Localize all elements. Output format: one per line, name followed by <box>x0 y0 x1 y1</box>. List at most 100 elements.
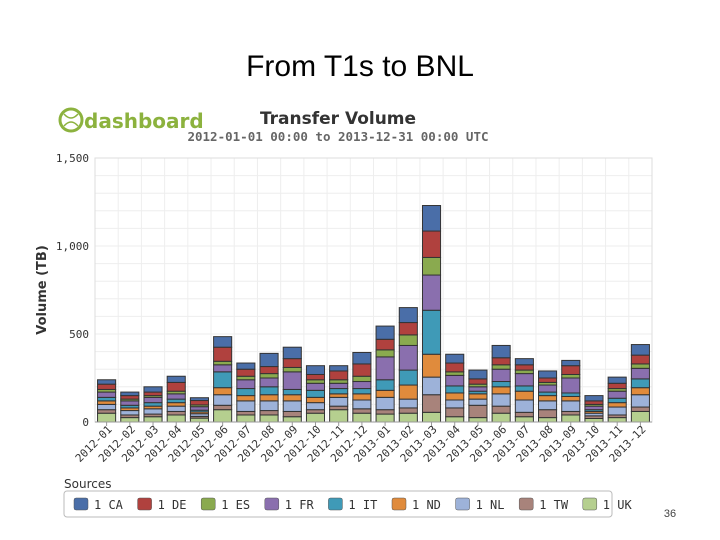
bar-segment[interactable] <box>282 371 302 390</box>
bar-segment[interactable] <box>329 393 349 398</box>
bar-segment[interactable] <box>120 395 140 400</box>
bar-segment[interactable] <box>514 399 534 413</box>
bar-segment[interactable] <box>213 394 233 406</box>
bar-segment[interactable] <box>398 398 418 409</box>
bar-segment[interactable] <box>514 369 534 375</box>
bar-segment[interactable] <box>538 400 558 411</box>
bar-segment[interactable] <box>491 386 511 395</box>
bar-segment[interactable] <box>514 364 534 371</box>
bar-segment[interactable] <box>538 370 558 379</box>
bar-segment[interactable] <box>421 230 442 258</box>
bar-segment[interactable] <box>329 409 349 423</box>
bar-segment[interactable] <box>97 391 117 398</box>
bar-segment[interactable] <box>421 205 442 232</box>
legend-item[interactable]: 1 DE <box>137 497 187 512</box>
bar-segment[interactable] <box>468 398 488 406</box>
bar-segment[interactable] <box>607 402 627 408</box>
bar-segment[interactable] <box>561 392 581 397</box>
bar-segment[interactable] <box>236 395 256 402</box>
legend-item[interactable]: 1 UK <box>582 497 633 512</box>
bar-segment[interactable] <box>189 417 209 423</box>
bar-segment[interactable] <box>468 393 488 400</box>
bar-segment[interactable] <box>143 416 163 423</box>
bar-segment[interactable] <box>491 393 511 407</box>
bar-segment[interactable] <box>375 389 395 398</box>
bar-segment[interactable] <box>491 412 511 423</box>
bar-segment[interactable] <box>398 344 418 371</box>
bar-segment[interactable] <box>97 409 117 414</box>
bar-segment[interactable] <box>375 396 395 411</box>
bar-segment[interactable] <box>514 390 534 401</box>
bar-segment[interactable] <box>538 377 558 383</box>
bar-segment[interactable] <box>166 381 186 392</box>
bar-segment[interactable] <box>259 400 279 412</box>
bar-segment[interactable] <box>189 400 209 406</box>
bar-segment[interactable] <box>421 376 442 396</box>
bar-segment[interactable] <box>607 406 627 416</box>
bar-segment[interactable] <box>514 416 534 423</box>
bar-segment[interactable] <box>259 373 279 379</box>
bar-segment[interactable] <box>630 378 650 389</box>
bar-segment[interactable] <box>305 389 326 398</box>
bar-segment[interactable] <box>398 334 418 346</box>
bar-segment[interactable] <box>375 379 395 391</box>
bar-segment[interactable] <box>421 353 442 378</box>
bar-segment[interactable] <box>607 397 627 404</box>
bar-segment[interactable] <box>491 357 511 366</box>
bar-segment[interactable] <box>561 410 581 416</box>
bar-segment[interactable] <box>97 396 117 402</box>
bar-segment[interactable] <box>468 404 488 419</box>
bar-segment[interactable] <box>166 375 186 383</box>
bar-segment[interactable] <box>166 405 186 412</box>
bar-segment[interactable] <box>282 366 302 373</box>
bar-segment[interactable] <box>329 370 349 381</box>
bar-segment[interactable] <box>445 371 465 376</box>
bar-segment[interactable] <box>445 392 465 401</box>
bar-segment[interactable] <box>213 387 233 396</box>
bar-segment[interactable] <box>259 352 279 368</box>
bar-segment[interactable] <box>143 386 163 393</box>
bar-segment[interactable] <box>259 394 279 402</box>
bar-segment[interactable] <box>468 378 488 385</box>
bar-segment[interactable] <box>120 410 140 416</box>
bar-segment[interactable] <box>421 309 442 355</box>
bar-segment[interactable] <box>282 400 302 412</box>
bar-segment[interactable] <box>352 381 372 390</box>
bar-segment[interactable] <box>213 404 233 411</box>
bar-segment[interactable] <box>213 409 233 423</box>
bar-segment[interactable] <box>282 358 302 368</box>
bar-segment[interactable] <box>491 364 511 370</box>
bar-segment[interactable] <box>166 393 186 400</box>
bar-segment[interactable] <box>398 384 418 400</box>
bar-segment[interactable] <box>398 322 418 336</box>
bar-segment[interactable] <box>375 349 395 358</box>
bar-segment[interactable] <box>445 362 465 373</box>
bar-segment[interactable] <box>445 407 465 418</box>
bar-segment[interactable] <box>213 360 233 366</box>
bar-segment[interactable] <box>329 379 349 384</box>
bar-segment[interactable] <box>189 397 209 402</box>
bar-segment[interactable] <box>398 407 418 414</box>
bar-segment[interactable] <box>630 410 650 423</box>
bar-segment[interactable] <box>468 369 488 380</box>
bar-segment[interactable] <box>97 412 117 423</box>
bar-segment[interactable] <box>213 336 233 348</box>
bar-segment[interactable] <box>329 365 349 372</box>
bar-segment[interactable] <box>305 382 326 391</box>
bar-segment[interactable] <box>236 410 256 416</box>
bar-segment[interactable] <box>630 387 650 396</box>
legend-item[interactable]: 1 CA <box>73 497 124 512</box>
bar-segment[interactable] <box>259 410 279 416</box>
bar-segment[interactable] <box>236 379 256 390</box>
bar-segment[interactable] <box>584 395 604 402</box>
bar-segment[interactable] <box>607 376 627 384</box>
bar-segment[interactable] <box>352 363 372 377</box>
bar-segment[interactable] <box>329 388 349 395</box>
bar-segment[interactable] <box>305 365 326 375</box>
bar-segment[interactable] <box>329 396 349 407</box>
bar-segment[interactable] <box>514 358 534 366</box>
bar-segment[interactable] <box>143 396 163 404</box>
bar-segment[interactable] <box>421 411 442 423</box>
bar-segment[interactable] <box>282 410 302 418</box>
bar-segment[interactable] <box>120 400 140 406</box>
